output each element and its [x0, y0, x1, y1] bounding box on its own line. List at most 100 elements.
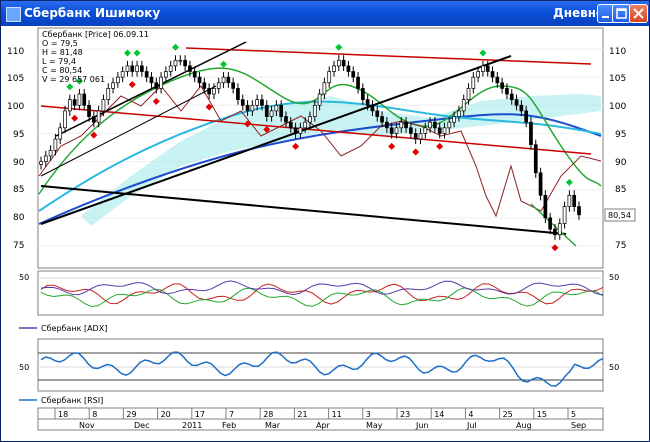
candle-body: [557, 223, 562, 236]
candle-body: [413, 133, 418, 140]
candle-body: [423, 127, 428, 134]
month-label: Sep: [571, 421, 586, 430]
adx-label-bar: [1, 318, 649, 336]
candle-body: [197, 76, 202, 84]
candle-body: [39, 161, 43, 165]
resistance-line-upper: [185, 47, 592, 65]
candle-body: [341, 59, 346, 67]
candle-body: [274, 104, 279, 112]
title-bar[interactable]: Сбербанк Ишимоку Дневной: [1, 1, 649, 26]
date-axis-days: 18 8 29 20 17 7 28 21 11 3 23 14 4 25 15 5: [54, 408, 576, 419]
candle-body: [250, 104, 255, 112]
day-label: 11: [332, 410, 342, 419]
candle-body: [399, 121, 404, 129]
buy-signal-marker: [335, 43, 343, 51]
candle-body: [490, 71, 495, 78]
sell-signal-marker: [90, 131, 98, 139]
sell-signal-marker: [388, 142, 396, 150]
rsi-label: Сбербанк [RSI]: [41, 396, 103, 405]
rsi-label-bar: [1, 393, 649, 407]
minimize-icon: [602, 16, 609, 18]
candle-body: [106, 88, 111, 101]
candle-body: [48, 149, 53, 157]
candle-body: [130, 65, 135, 72]
price-candles: [39, 55, 581, 240]
chart-area[interactable]: Сбербанк [Price] 06.09.11 O = 79,5 H = 8…: [1, 26, 649, 441]
channel-line-mid: [40, 85, 217, 177]
day-label: 21: [297, 410, 307, 419]
candle-body: [481, 65, 485, 72]
candle-body: [346, 65, 351, 72]
candle-body: [437, 127, 442, 134]
buy-signal-marker: [565, 178, 573, 186]
adx-y-tick: 50: [609, 273, 619, 282]
candle-body: [394, 127, 399, 134]
candle-body: [288, 121, 293, 129]
y-tick-label: 110: [7, 47, 24, 57]
candle-body: [529, 121, 533, 146]
candle-body: [178, 59, 183, 62]
trend-line-long: [40, 185, 567, 235]
y-tick-label: 85: [615, 185, 626, 195]
last-price-box: [604, 208, 636, 222]
candle-body: [293, 127, 298, 134]
date-axis: 18 8 29 20 17 7 28 21 11 3 23 14 4 25 15 5 Nov Dec 2011 Fe…: [37, 407, 604, 431]
buy-signal-marker: [66, 83, 74, 91]
candle-body: [159, 76, 163, 89]
y-tick-label: 75: [13, 241, 24, 251]
rsi-panel-frame: [37, 338, 604, 392]
rsi-panel[interactable]: 50 50 Сбербанк [RSI]: [1, 338, 649, 407]
candle-body: [553, 228, 557, 236]
y-tick-label: 110: [609, 47, 626, 57]
ma-mid-line: [38, 100, 602, 212]
channel-line-top: [55, 41, 247, 137]
candle-body: [284, 116, 288, 123]
y-tick-label: 105: [609, 74, 626, 84]
day-label: 4: [468, 410, 473, 419]
close-icon: [633, 8, 644, 19]
candle-body: [188, 65, 192, 72]
sell-signal-marker: [205, 103, 213, 111]
legend-line: Сбербанк [Price] 06.09.11: [42, 30, 149, 39]
candle-body: [221, 76, 226, 84]
candle-body: [548, 217, 553, 230]
y-tick-label: 90: [615, 158, 627, 168]
sell-signal-marker: [263, 125, 271, 133]
maximize-button[interactable]: [612, 4, 631, 23]
close-button[interactable]: [629, 4, 648, 23]
candle-body: [562, 206, 567, 224]
candle-body: [360, 88, 365, 101]
candle-body: [173, 59, 178, 67]
buy-signal-marker: [220, 60, 228, 68]
candle-body: [461, 99, 466, 112]
month-label: Mar: [265, 421, 281, 430]
candle-body: [135, 65, 139, 72]
day-label: 7: [229, 410, 234, 419]
candle-body: [404, 121, 408, 129]
sell-signal-marker: [71, 114, 79, 122]
sell-signal-marker: [292, 142, 300, 150]
candle-body: [500, 82, 504, 89]
y-tick-label: 80: [13, 213, 25, 223]
candle-body: [87, 104, 91, 117]
signal-markers: [66, 43, 573, 252]
candle-body: [82, 93, 87, 106]
adx-panel[interactable]: 50 50 Сбербанк [ADX]: [1, 270, 649, 336]
buy-signal-marker: [123, 49, 131, 57]
adx-minus-di-line: [40, 287, 604, 308]
resistance-line-lower: [40, 105, 592, 155]
candle-body: [260, 99, 264, 106]
candle-body: [72, 99, 77, 106]
day-label: 20: [161, 410, 171, 419]
maximize-icon: [616, 8, 627, 19]
price-panel[interactable]: Сбербанк [Price] 06.09.11 O = 79,5 H = 8…: [7, 27, 636, 269]
buy-signal-marker: [172, 43, 179, 51]
day-label: 17: [195, 410, 205, 419]
month-label: Feb: [222, 421, 236, 430]
sell-signal-marker: [551, 244, 559, 252]
candle-body: [192, 71, 197, 78]
day-label: 3: [366, 410, 371, 419]
candle-body: [385, 121, 389, 129]
candle-body: [216, 82, 221, 89]
